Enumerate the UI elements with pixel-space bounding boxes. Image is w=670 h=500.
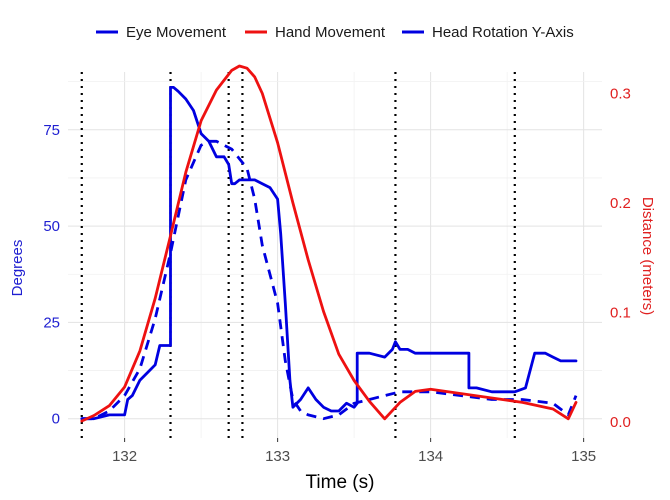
right-axis-title: Distance (meters) xyxy=(639,197,656,315)
right-tick-label: 0.3 xyxy=(610,85,631,102)
legend-label-2: Hand Movement xyxy=(275,24,386,41)
vertical-markers xyxy=(80,72,516,438)
legend: Eye Movement Hand Movement Head Rotation Y… xyxy=(96,24,574,41)
ticks: 132 133 134 135 0 25 50 75 0.0 0.1 0.2 0.3 xyxy=(43,85,631,465)
x-axis-title: Time (s) xyxy=(306,472,375,493)
left-tick-label: 75 xyxy=(43,122,60,139)
x-tick-label: 133 xyxy=(265,448,290,465)
series-line-head-rotation-y-axis xyxy=(81,139,578,421)
right-tick-label: 0.1 xyxy=(610,305,631,322)
legend-label-3: Head Rotation Y-Axis xyxy=(432,24,574,41)
left-tick-label: 25 xyxy=(43,314,60,331)
series-line-hand-movement xyxy=(80,64,578,423)
legend-label-1: Eye Movement xyxy=(126,24,227,41)
left-tick-label: 50 xyxy=(43,218,60,235)
left-axis-title: Degrees xyxy=(9,240,26,297)
x-tick-label: 134 xyxy=(418,448,443,465)
left-tick-label: 0 xyxy=(52,411,60,428)
x-tick-label: 132 xyxy=(112,448,137,465)
series-line-eye-movement xyxy=(80,86,578,421)
right-tick-label: 0.2 xyxy=(610,195,631,212)
x-tick-label: 135 xyxy=(571,448,596,465)
series-group xyxy=(80,64,578,423)
right-tick-label: 0.0 xyxy=(610,414,631,431)
grid xyxy=(68,72,602,438)
